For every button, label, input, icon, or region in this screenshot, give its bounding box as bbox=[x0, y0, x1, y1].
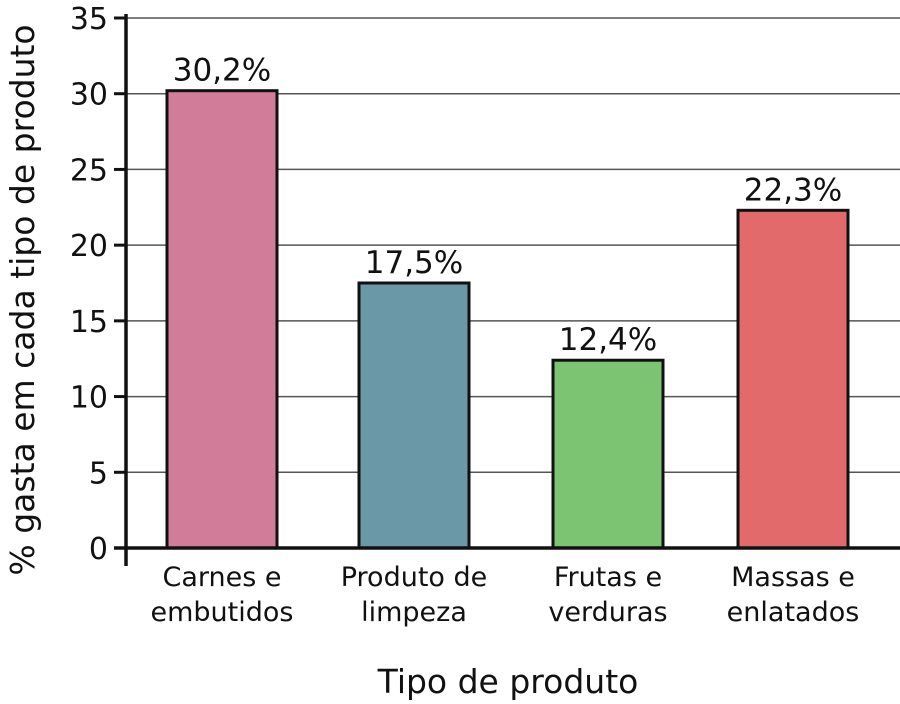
bar bbox=[165, 89, 279, 550]
x-axis-title: Tipo de produto bbox=[377, 662, 639, 701]
x-tick-label: Carnes e bbox=[162, 562, 281, 593]
x-tick-label: verduras bbox=[548, 597, 667, 628]
x-tick-label: Frutas e bbox=[554, 562, 662, 593]
data-labels: 30,2% 17,5% 12,4% 22,3% bbox=[173, 53, 842, 359]
x-tick-label: embutidos bbox=[151, 597, 294, 628]
y-tick-label: 10 bbox=[70, 381, 108, 416]
data-label: 22,3% bbox=[744, 172, 842, 208]
x-tick-label: Massas e bbox=[731, 562, 855, 593]
x-tick-label: Produto de bbox=[341, 562, 488, 593]
y-tick-label: 30 bbox=[70, 78, 108, 113]
y-tick-label: 25 bbox=[70, 153, 108, 188]
x-category-labels: Carnes e embutidos Produto de limpeza Frutas… bbox=[151, 562, 860, 628]
bar bbox=[551, 358, 665, 550]
data-label: 17,5% bbox=[365, 245, 463, 281]
y-tick-label: 15 bbox=[70, 305, 108, 340]
x-tick-label: limpeza bbox=[361, 597, 467, 628]
data-label: 30,2% bbox=[173, 53, 271, 89]
y-tick-label: 5 bbox=[89, 456, 108, 491]
bar bbox=[357, 281, 471, 550]
y-axis-title: % gasta em cada tipo de produto bbox=[3, 24, 42, 575]
bar bbox=[736, 208, 850, 550]
axes bbox=[114, 14, 900, 566]
data-label: 12,4% bbox=[559, 322, 657, 358]
y-tick-label: 35 bbox=[70, 2, 108, 37]
y-tick-label: 20 bbox=[70, 229, 108, 264]
y-tick-labels: 0 5 10 15 20 25 30 35 bbox=[70, 2, 108, 567]
y-tick-label: 0 bbox=[89, 532, 108, 567]
x-tick-label: enlatados bbox=[727, 597, 860, 628]
bars bbox=[165, 89, 850, 550]
